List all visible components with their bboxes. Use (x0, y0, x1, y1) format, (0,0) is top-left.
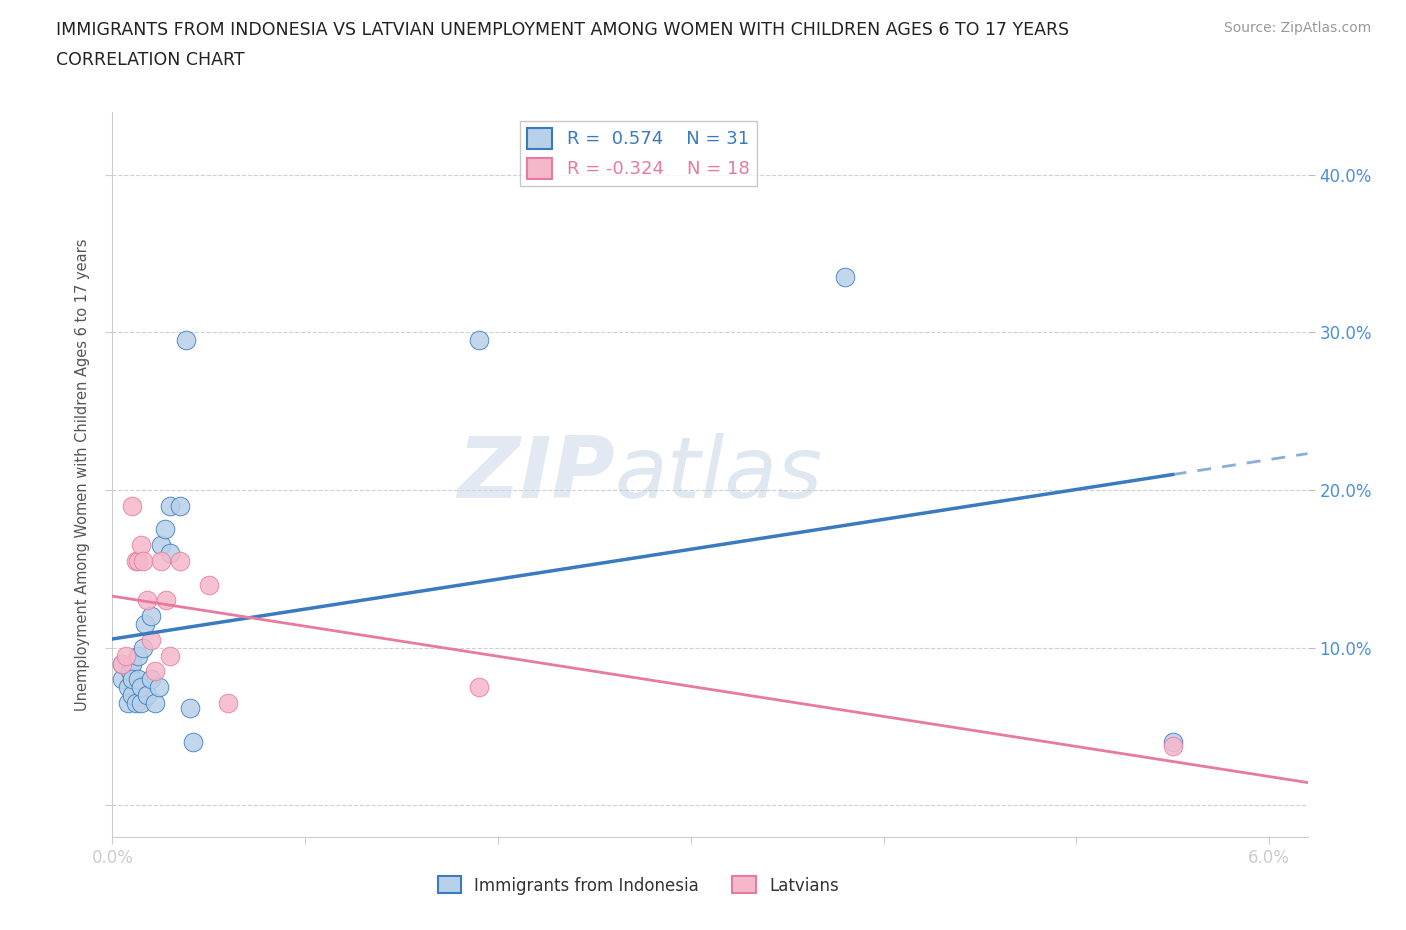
Point (174, 333, 197, 348)
Point (183, 735, 205, 750)
Point (198, 578, 221, 592)
Point (143, 664, 166, 679)
Text: ZIP: ZIP (457, 432, 614, 516)
Point (111, 656, 134, 671)
Point (127, 671, 149, 686)
Point (169, 498, 191, 513)
Text: Source: ZipAtlas.com: Source: ZipAtlas.com (1223, 21, 1371, 35)
Point (1161, 735, 1184, 750)
Point (153, 522, 176, 537)
Point (118, 664, 141, 679)
Point (143, 696, 166, 711)
Point (149, 553, 172, 568)
Point (139, 632, 162, 647)
Point (467, 680, 489, 695)
Point (124, 553, 146, 568)
Point (111, 671, 134, 686)
Point (121, 498, 143, 513)
Point (139, 671, 162, 686)
Point (117, 696, 139, 711)
Point (139, 609, 162, 624)
Point (159, 498, 181, 513)
Point (159, 546, 181, 561)
Y-axis label: Unemployment Among Women with Children Ages 6 to 17 years: Unemployment Among Women with Children A… (75, 238, 90, 711)
Text: CORRELATION CHART: CORRELATION CHART (56, 51, 245, 69)
Point (217, 696, 239, 711)
Point (131, 696, 153, 711)
Point (179, 700, 201, 715)
Legend: Immigrants from Indonesia, Latvians: Immigrants from Indonesia, Latvians (432, 870, 845, 901)
Point (155, 593, 177, 608)
Point (148, 680, 170, 695)
Point (132, 553, 155, 568)
Point (115, 648, 138, 663)
Point (131, 538, 153, 552)
Text: atlas: atlas (614, 432, 823, 516)
Point (159, 648, 181, 663)
Point (121, 671, 143, 686)
Point (121, 687, 143, 702)
Point (136, 593, 159, 608)
Point (1161, 738, 1184, 753)
Point (132, 641, 155, 656)
Point (149, 538, 172, 552)
Point (124, 696, 146, 711)
Point (134, 617, 156, 631)
Point (127, 648, 149, 663)
Point (131, 680, 153, 695)
Point (117, 680, 139, 695)
Point (136, 687, 159, 702)
Text: IMMIGRANTS FROM INDONESIA VS LATVIAN UNEMPLOYMENT AMONG WOMEN WITH CHILDREN AGES: IMMIGRANTS FROM INDONESIA VS LATVIAN UNE… (56, 21, 1070, 39)
Point (127, 553, 149, 568)
Point (169, 553, 191, 568)
Point (467, 333, 489, 348)
Point (111, 656, 134, 671)
Point (834, 270, 856, 285)
Point (121, 656, 143, 671)
